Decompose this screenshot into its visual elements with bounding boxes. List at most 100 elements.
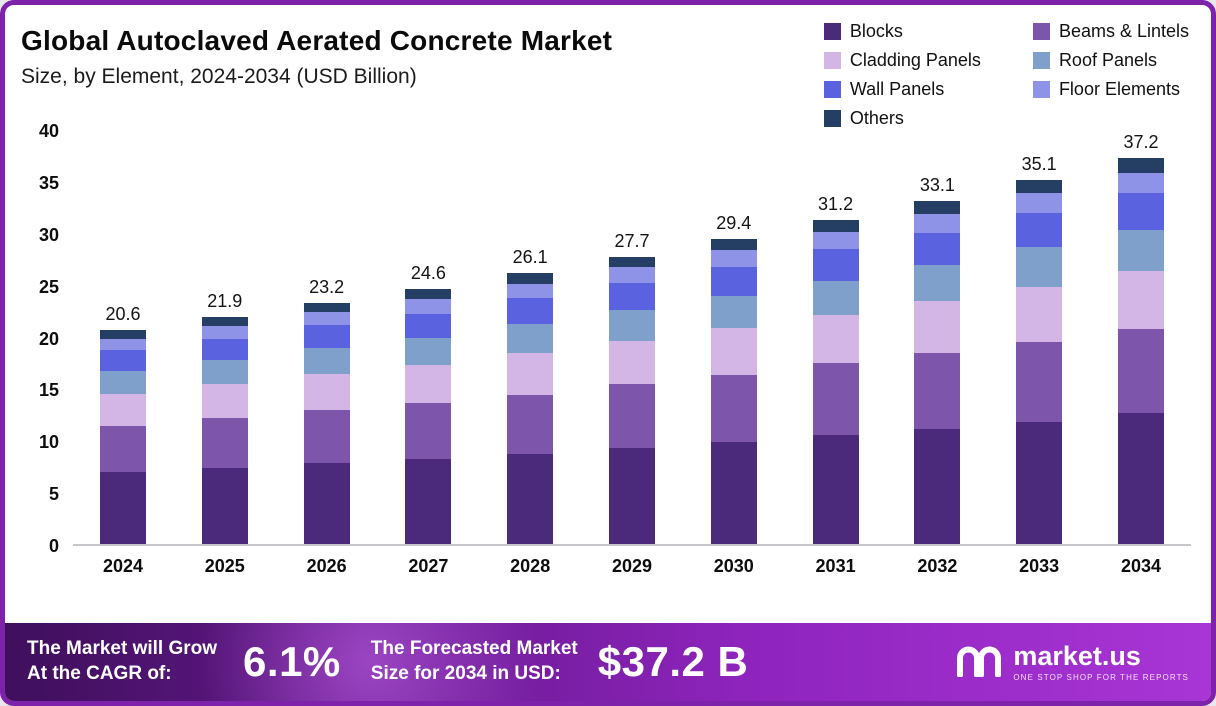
x-tick-label: 2026 [306,556,347,576]
bar-segment-wall-panels [201,338,248,361]
bar-segment-wall-panels [100,350,146,371]
brand-block: market.us ONE STOP SHOP FOR THE REPORTS [955,642,1189,682]
stacked-bar [710,239,757,544]
bar-segment-others [303,303,350,312]
bar-segment-wall-panels [812,249,859,281]
bar-group: 26.1 [494,131,566,544]
stacked-bar [303,303,350,544]
bar-segment-others [507,273,554,284]
bar-group: 35.1 [1003,131,1075,544]
bar-total-label: 26.1 [512,247,548,268]
cagr-value: 6.1% [243,638,341,685]
x-tick-label: 2025 [204,556,245,576]
cagr-label-line2: At the CAGR of: [27,663,172,684]
bar-segment-roof-panels [608,309,655,341]
bar-segment-roof-panels [303,347,350,374]
forecast-label-line1: The Forecasted Market [370,638,578,660]
bar-segment-floor-elements [303,311,350,326]
bar-group: 21.9 [189,131,261,544]
bar-total-label: 20.6 [105,304,141,325]
bar-segment-wall-panels [1016,213,1063,248]
legend-swatch-icon [823,110,841,127]
legend-item-floor-elements: Floor Elements [1032,79,1189,100]
bar-segment-cladding-panels [1016,286,1063,342]
bar-segment-cladding-panels [507,353,554,395]
stacked-bar [405,288,452,544]
plot: 20.6 21.9 23.2 24.6 26.1 27.7 29.4 31.2 33.1 35.1… [73,131,1191,546]
legend-label: Beams & Lintels [1058,21,1189,41]
bar-segment-cladding-panels [812,314,859,364]
page-subtitle: Size, by Element, 2024-2034 (USD Billion… [21,65,417,88]
bar-segment-others [608,256,655,268]
bar-segment-floor-elements [507,283,554,299]
bar-group: 27.7 [596,131,668,544]
bar-group: 37.2 [1105,131,1177,544]
y-tick-label: 0 [48,536,59,556]
bar-segment-roof-panels [405,337,452,365]
bar-segment-blocks [1117,413,1164,544]
stacked-bar [100,330,146,544]
stacked-bar [1016,179,1063,544]
bar-group: 20.6 [87,131,159,544]
y-tick-label: 25 [38,276,59,297]
bar-segment-cladding-panels [100,393,146,426]
forecast-label: The Forecasted Market Size for 2034 in U… [371,637,578,686]
bar-segment-blocks [405,458,452,544]
forecast-value: $37.2 B [597,638,749,685]
legend-label: Cladding Panels [849,50,981,70]
bar-segment-others [1016,179,1063,194]
x-tick-label: 2033 [1019,556,1060,576]
legend-label: Blocks [849,21,903,41]
bar-segment-wall-panels [710,267,757,297]
legend-swatch-icon [823,23,841,40]
legend-swatch-icon [1032,23,1050,40]
stacked-bar [1117,158,1164,544]
bar-segment-floor-elements [1016,193,1063,214]
legend-swatch-icon [1032,81,1050,98]
bar-segment-floor-elements [405,299,452,314]
bar-segment-floor-elements [1117,172,1164,194]
bar-segment-floor-elements [914,214,961,233]
y-tick-label: 5 [48,484,59,505]
bar-segment-beams-lintels [303,410,350,464]
x-tick-label: 2034 [1120,556,1161,576]
chart-area: 0 5 10 15 20 25 30 35 40 20.6 21.9 23.2 24.6 26.1 27.… [5,122,1211,577]
bar-total-label: 21.9 [207,290,243,311]
footer-banner: The Market will Grow At the CAGR of: 6.1… [5,623,1211,701]
bar-segment-floor-elements [710,250,757,267]
header: Global Autoclaved Aerated Concrete Marke… [5,5,1211,129]
bar-segment-roof-panels [507,324,554,354]
bar-segment-roof-panels [201,360,248,385]
legend-item-beams-lintels: Beams & Lintels [1032,21,1189,42]
bar-segment-wall-panels [914,232,961,265]
legend-label: Roof Panels [1058,50,1157,70]
bar-segment-wall-panels [608,282,655,310]
y-tick-label: 15 [38,380,59,401]
bar-total-label: 27.7 [614,230,650,251]
brand-text: market.us ONE STOP SHOP FOR THE REPORTS [1013,642,1189,682]
bar-segment-wall-panels [405,313,452,338]
bar-total-label: 37.2 [1123,132,1159,153]
chart-legend: Blocks Beams & Lintels Cladding Panels Roof… [823,19,1189,129]
forecast-label-line2: Size for 2034 in USD: [370,663,561,684]
y-tick-label: 20 [38,328,59,349]
legend-label: Floor Elements [1058,79,1180,99]
bar-segment-roof-panels [100,370,146,394]
bar-segment-beams-lintels [812,363,859,436]
bar-segment-beams-lintels [1016,341,1063,422]
bar-segment-wall-panels [303,325,350,348]
bar-group: 31.2 [800,131,872,544]
x-tick-label: 2024 [102,556,144,576]
cagr-label-line1: The Market will Grow [27,638,218,660]
bar-segment-roof-panels [710,296,757,329]
bar-segment-beams-lintels [201,418,248,469]
bar-segment-roof-panels [914,264,961,302]
bar-total-label: 33.1 [919,174,955,195]
bar-segment-others [100,330,146,339]
y-tick-label: 35 [38,172,59,193]
page-title: Global Autoclaved Aerated Concrete Marke… [21,25,613,56]
bar-segment-others [405,288,452,300]
bar-segment-beams-lintels [507,394,554,454]
bar-segment-blocks [608,447,655,544]
bar-segment-beams-lintels [710,374,757,443]
